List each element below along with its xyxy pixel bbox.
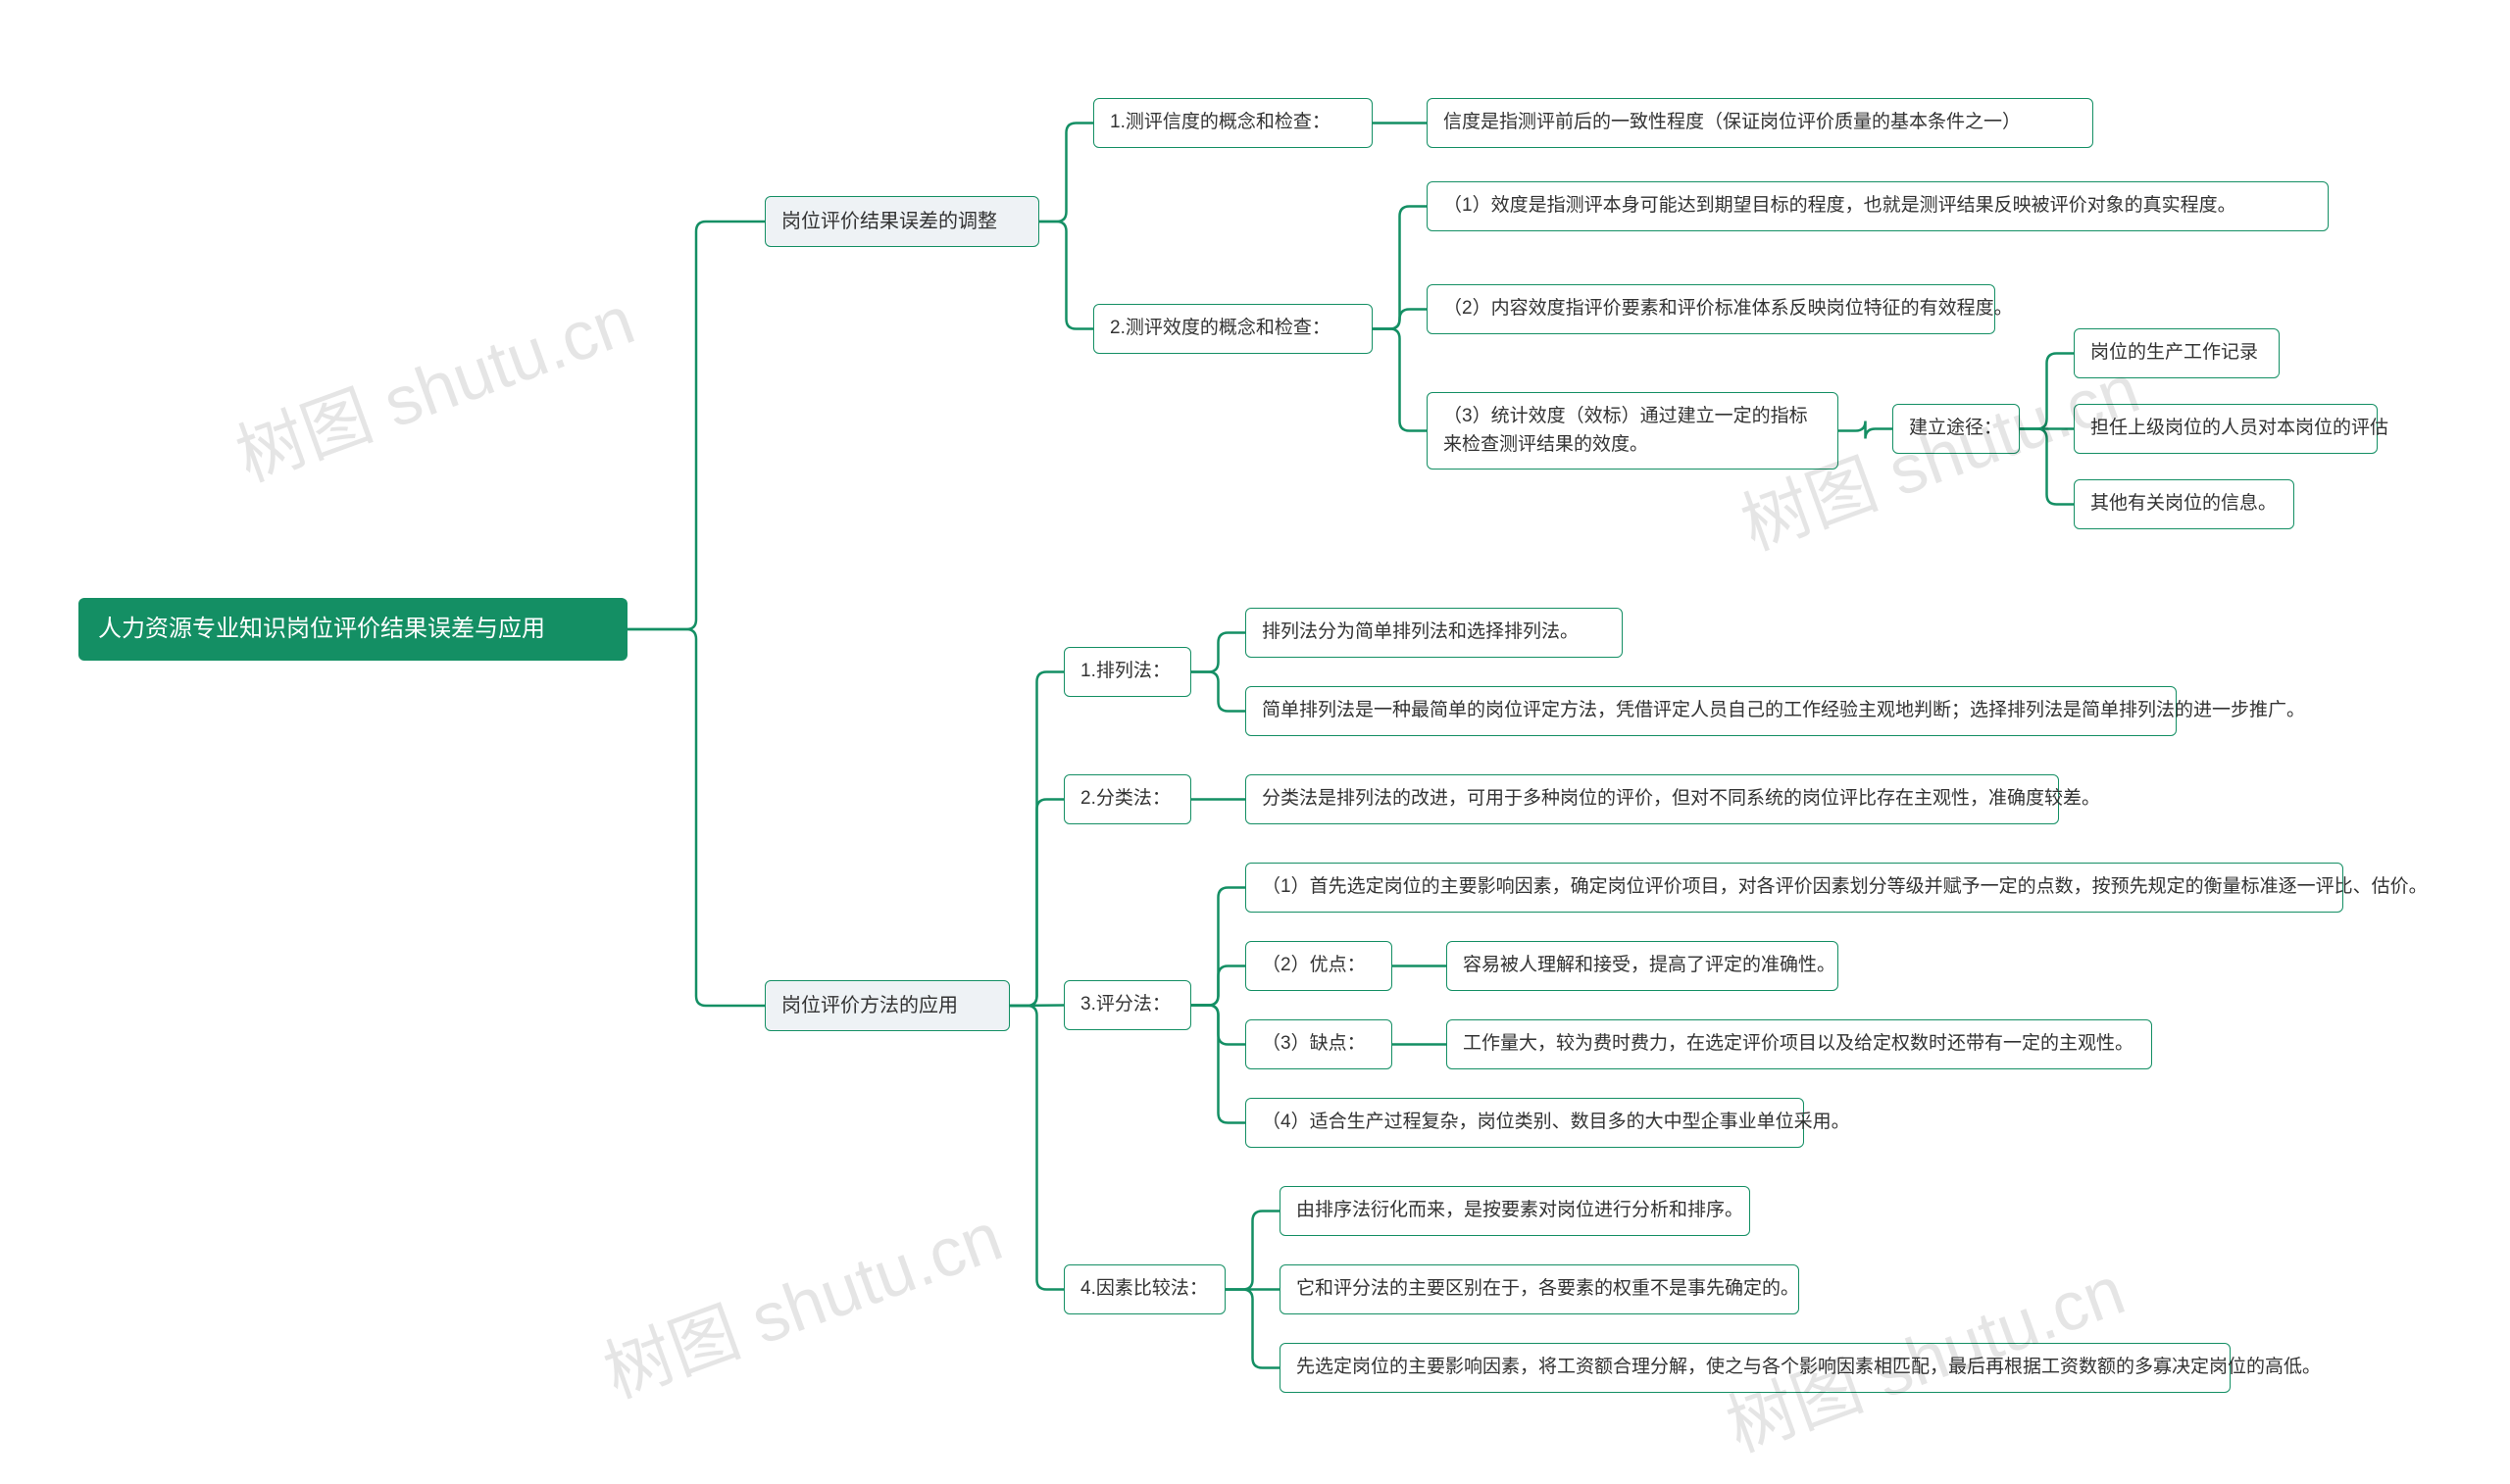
mindmap-node-b2a1: 排列法分为简单排列法和选择排列法。	[1245, 608, 1623, 658]
mindmap-node-root: 人力资源专业知识岗位评价结果误差与应用	[78, 598, 628, 661]
connector	[1191, 1006, 1245, 1045]
connector	[1373, 329, 1427, 431]
mindmap-node-b1a1: 信度是指测评前后的一致性程度（保证岗位评价质量的基本条件之一）	[1427, 98, 2093, 148]
watermark: 树图 shutu.cn	[588, 1182, 1013, 1417]
connector	[1226, 1212, 1280, 1290]
mindmap-node-b1b3: （3）统计效度（效标）通过建立一定的指标来检查测评结果的效度。	[1427, 392, 1838, 470]
connector	[1373, 207, 1427, 329]
mindmap-node-b2c2: （2）优点：	[1245, 941, 1392, 991]
mindmap-node-b2b1: 分类法是排列法的改进，可用于多种岗位的评价，但对不同系统的岗位评比存在主观性，准…	[1245, 774, 2059, 824]
mindmap-node-b2c3a: 工作量大，较为费时费力，在选定评价项目以及给定权数时还带有一定的主观性。	[1446, 1019, 2152, 1069]
mindmap-node-b2d: 4.因素比较法：	[1064, 1264, 1226, 1314]
mindmap-node-b1b: 2.测评效度的概念和检查：	[1093, 304, 1373, 354]
mindmap-node-b2c1: （1）首先选定岗位的主要影响因素，确定岗位评价项目，对各评价因素划分等级并赋予一…	[1245, 863, 2343, 913]
mindmap-node-b2a2: 简单排列法是一种最简单的岗位评定方法，凭借评定人员自己的工作经验主观地判断；选择…	[1245, 686, 2177, 736]
connector	[1039, 124, 1093, 223]
mindmap-node-b2c2a: 容易被人理解和接受，提高了评定的准确性。	[1446, 941, 1838, 991]
connector	[1191, 888, 1245, 1006]
mindmap-node-b2: 岗位评价方法的应用	[765, 980, 1010, 1031]
connector	[1373, 310, 1427, 329]
connector	[1191, 1006, 1245, 1123]
connector	[1191, 633, 1245, 672]
mindmap-node-b2d1: 由排序法衍化而来，是按要素对岗位进行分析和排序。	[1280, 1186, 1750, 1236]
mindmap-node-b2d2: 它和评分法的主要区别在于，各要素的权重不是事先确定的。	[1280, 1264, 1799, 1314]
connector	[1010, 672, 1064, 1007]
mindmap-node-b1b3a2: 担任上级岗位的人员对本岗位的评估	[2074, 404, 2378, 454]
mindmap-node-b2c3: （3）缺点：	[1245, 1019, 1392, 1069]
connector	[1010, 1006, 1064, 1007]
connector	[628, 629, 765, 1006]
connector	[1010, 800, 1064, 1007]
mindmap-node-b2d3: 先选定岗位的主要影响因素，将工资额合理分解，使之与各个影响因素相匹配，最后再根据…	[1280, 1343, 2231, 1393]
connector	[1010, 1006, 1064, 1290]
mindmap-node-b2a: 1.排列法：	[1064, 647, 1191, 697]
watermark: 树图 shutu.cn	[221, 266, 645, 501]
mindmap-node-b1b1: （1）效度是指测评本身可能达到期望目标的程度，也就是测评结果反映被评价对象的真实…	[1427, 181, 2329, 231]
connector	[2020, 354, 2074, 429]
connector	[2020, 429, 2074, 505]
connector	[1226, 1290, 1280, 1368]
mindmap-node-b2c: 3.评分法：	[1064, 980, 1191, 1030]
connector	[1191, 672, 1245, 712]
mindmap-node-b1b3a: 建立途径：	[1892, 404, 2020, 454]
connector	[1039, 222, 1093, 329]
mindmap-node-b1a: 1.测评信度的概念和检查：	[1093, 98, 1373, 148]
mindmap-node-b1: 岗位评价结果误差的调整	[765, 196, 1039, 247]
mindmap-node-b2b: 2.分类法：	[1064, 774, 1191, 824]
mindmap-node-b1b2: （2）内容效度指评价要素和评价标准体系反映岗位特征的有效程度。	[1427, 284, 1995, 334]
connector	[1838, 421, 1892, 439]
mindmap-node-b1b3a1: 岗位的生产工作记录	[2074, 328, 2280, 378]
mindmap-node-b2c4: （4）适合生产过程复杂，岗位类别、数目多的大中型企事业单位采用。	[1245, 1098, 1804, 1148]
mindmap-node-b1b3a3: 其他有关岗位的信息。	[2074, 479, 2294, 529]
connector	[628, 222, 765, 629]
connector	[1191, 966, 1245, 1006]
